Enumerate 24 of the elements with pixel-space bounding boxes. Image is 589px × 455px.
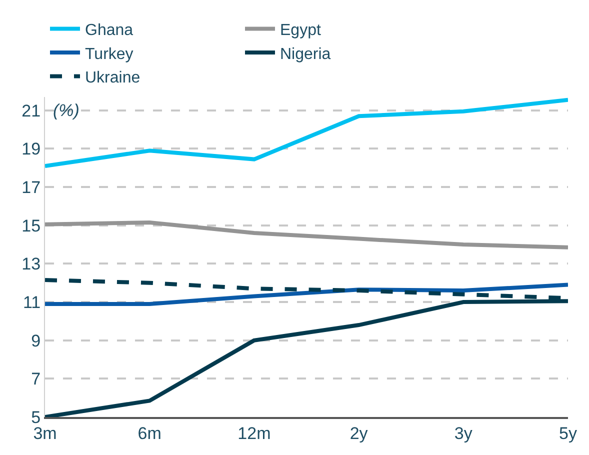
line-series (45, 282, 568, 306)
legend-label: Turkey (85, 46, 134, 63)
y-tick-label: 11 (22, 292, 41, 312)
y-tick-label: 5 (31, 408, 41, 427)
x-tick-label: 2y (350, 424, 368, 444)
y-tick-label: 7 (31, 370, 41, 389)
annotation: (%) (53, 101, 80, 120)
legend-label: Ukraine (85, 70, 140, 87)
y-tick-label: 13 (22, 254, 41, 274)
y-tick-label: 21 (22, 101, 41, 120)
x-tick-label: 5y (559, 424, 578, 444)
y-tick-label: 17 (22, 178, 41, 198)
x-tick-label: 6m (138, 424, 162, 444)
y-tick-label: 19 (22, 140, 41, 159)
y-tick-label: 9 (31, 331, 41, 350)
x-tick-label: 3m (33, 424, 57, 444)
legend-label: Egypt (280, 22, 322, 39)
legend-label: Nigeria (280, 46, 331, 63)
x-tick-label: 3y (454, 424, 473, 444)
line-series (45, 220, 568, 250)
y-tick-label: 15 (22, 216, 41, 236)
x-tick-label: 12m (238, 424, 271, 444)
line-series (45, 98, 568, 168)
legend-label: Ghana (85, 22, 134, 39)
